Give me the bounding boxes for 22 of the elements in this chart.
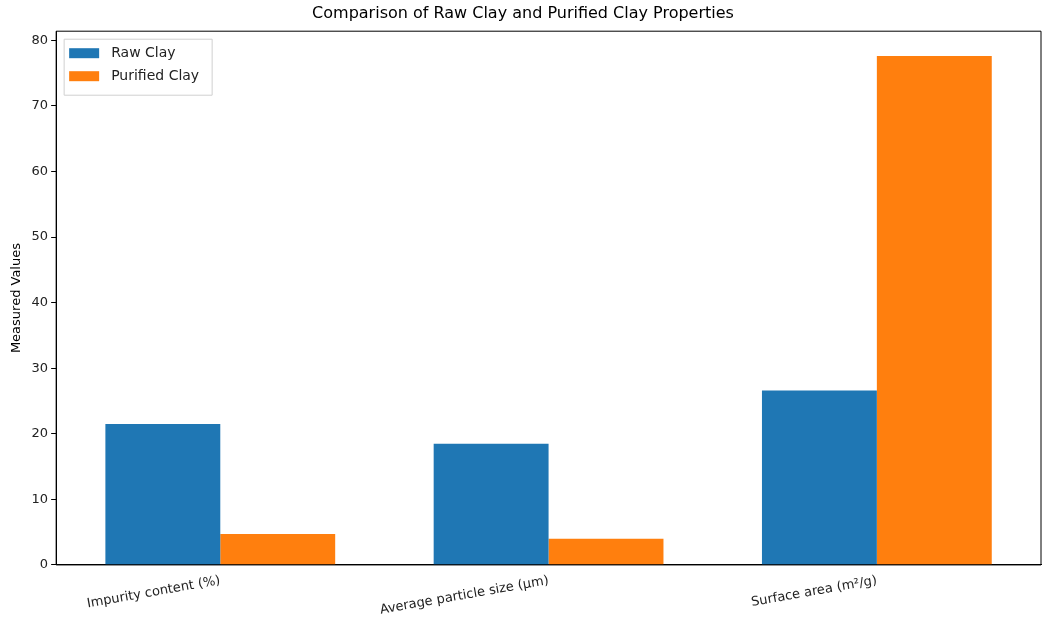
y-tick-label: 20 [31,425,49,441]
y-axis-title: Measured Values [8,242,24,354]
chart-title: Comparison of Raw Clay and Purified Clay Properties [312,2,734,22]
bar [433,443,549,565]
y-tick-label: 10 [31,490,49,506]
bar [761,390,877,565]
x-tick-label: Surface area (m²/g) [749,572,878,610]
legend-label: Raw Clay [111,43,176,60]
y-tick-label: 30 [31,359,49,375]
bar [548,538,664,565]
bar [220,534,336,565]
y-tick-label: 0 [39,556,49,572]
legend-label: Purified Clay [111,66,200,83]
bar [105,423,221,565]
y-tick-label: 80 [31,31,49,47]
bar [876,56,992,565]
y-tick-label: 40 [31,294,49,310]
x-tick-label: Average particle size (μm) [378,572,550,617]
y-tick-label: 50 [31,228,49,244]
x-tick-label: Impurity content (%) [85,572,222,611]
y-tick-label: 60 [31,162,49,178]
y-tick-label: 70 [31,97,49,113]
